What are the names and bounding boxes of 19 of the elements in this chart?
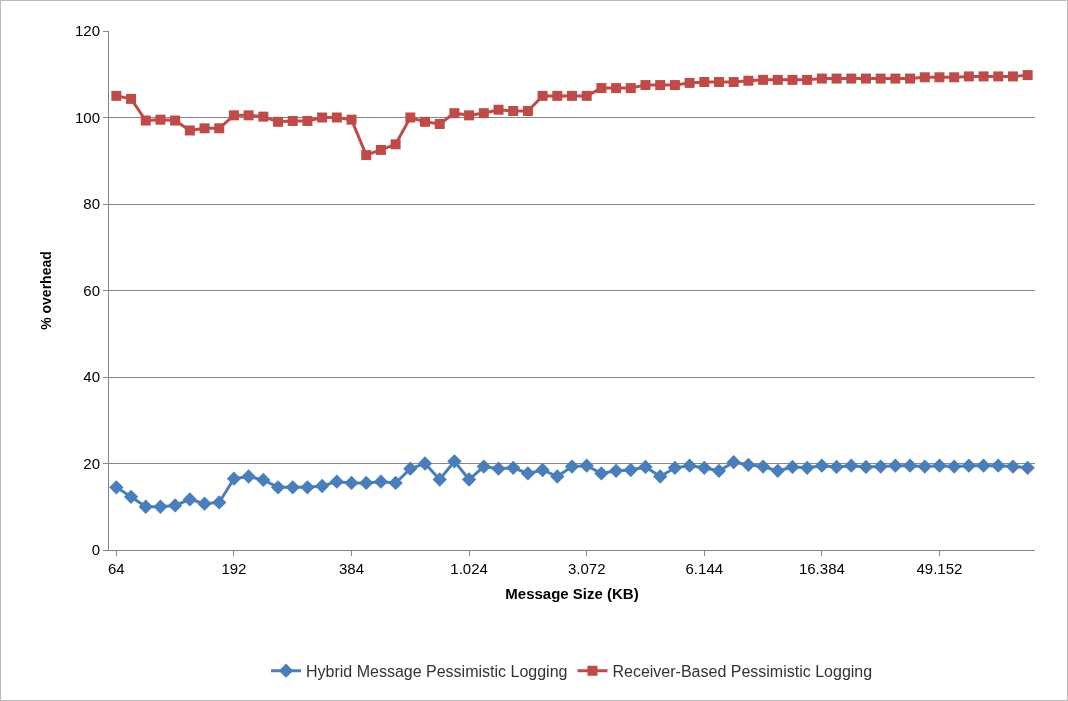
- x-tick-label: 64: [108, 560, 125, 577]
- y-tick-label: 0: [91, 541, 100, 559]
- x-tick-label: 192: [221, 560, 247, 577]
- x-axis-title: Message Size (KB): [505, 585, 639, 602]
- y-axis-title: % overhead: [37, 251, 54, 330]
- y-tick-label: 20: [83, 454, 100, 472]
- y-tick-label: 80: [83, 195, 100, 213]
- x-tick-label: 49.152: [916, 560, 963, 577]
- y-tick-label: 40: [83, 368, 100, 386]
- y-tick-label: 100: [74, 108, 100, 126]
- x-tick-label: 16.384: [798, 560, 845, 577]
- y-tick-label: 120: [74, 22, 100, 40]
- legend-label: Receiver-Based Pessimistic Logging: [612, 662, 873, 680]
- x-tick-label: 1.024: [450, 560, 488, 577]
- x-tick-label: 6.144: [685, 560, 724, 577]
- x-tick-label: 3.072: [567, 560, 606, 577]
- legend-label: Hybrid Message Pessimistic Logging: [306, 662, 568, 680]
- y-tick-label: 60: [83, 281, 100, 299]
- x-tick-label: 384: [339, 560, 365, 577]
